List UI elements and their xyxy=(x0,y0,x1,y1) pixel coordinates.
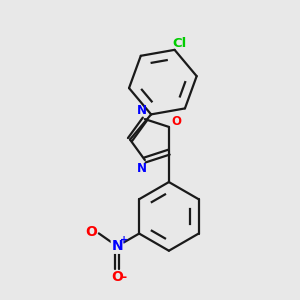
Text: +: + xyxy=(120,235,128,245)
Text: -: - xyxy=(121,271,126,284)
Text: O: O xyxy=(85,225,97,239)
Text: N: N xyxy=(111,239,123,253)
Text: N: N xyxy=(137,104,147,117)
Text: O: O xyxy=(111,270,123,284)
Text: Cl: Cl xyxy=(172,38,186,50)
Text: O: O xyxy=(171,115,181,128)
Text: N: N xyxy=(137,162,147,175)
